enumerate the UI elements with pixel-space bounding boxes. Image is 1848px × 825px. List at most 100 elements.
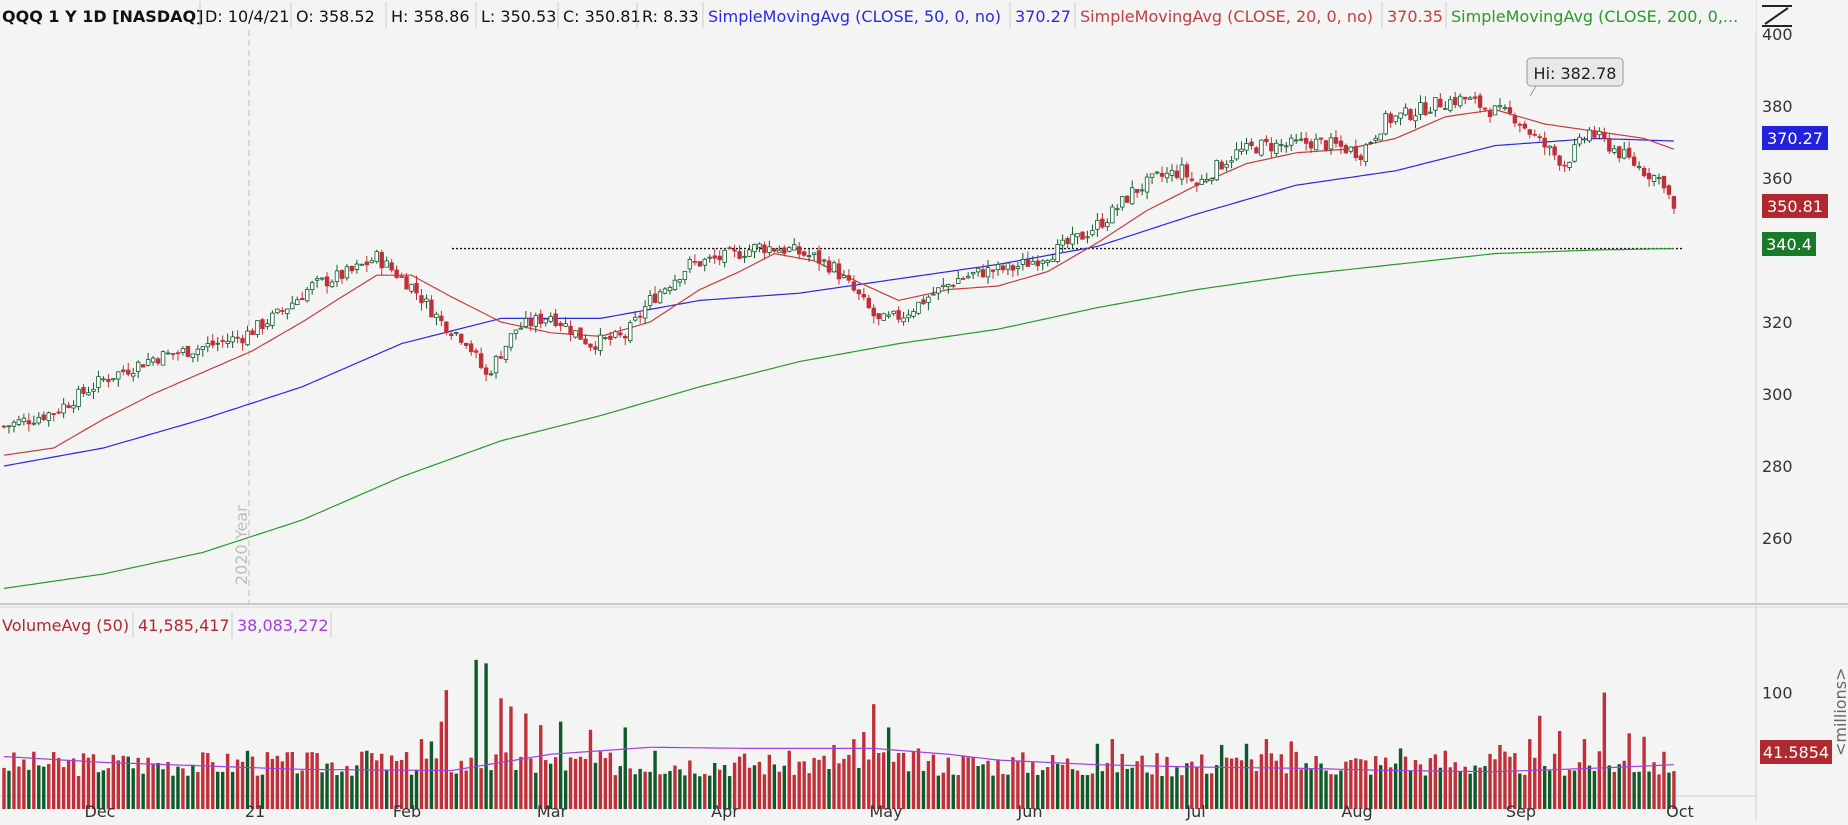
candle-body [111,378,116,381]
candle-body [1646,173,1652,180]
candle-body [727,247,732,250]
volume-bar [1587,765,1592,809]
price-tick-label: 300 [1762,385,1793,404]
candle-body [1472,96,1478,99]
volume-bar [717,769,722,809]
candle-body [608,335,613,340]
volume-bar [350,775,354,809]
volume-bar [563,770,568,809]
candle-body [1602,131,1607,139]
volume-bar [1667,772,1671,809]
volume-bar [161,769,165,809]
candle-body [170,353,176,355]
volume-bar [867,759,871,809]
volume-bar [1304,763,1308,809]
candle-body [275,308,280,314]
x-tick-label: Apr [711,802,739,821]
candle-body [1005,262,1011,270]
volume-bar [812,757,816,809]
volume-bar [360,751,364,809]
candle-body [205,343,210,348]
candle-body [677,279,683,283]
candle-body [454,331,459,334]
volume-bar [340,771,344,809]
volume-bar [1632,772,1636,809]
volume-bar [618,766,622,809]
candle-body [846,275,852,281]
volume-bar [1592,770,1597,809]
volume-avg-label[interactable]: VolumeAvg (50) [2,616,129,635]
drawing-tool-icon[interactable] [1762,5,1792,27]
volume-bar [593,762,598,809]
candle-body [603,337,608,339]
candle-body [96,376,101,388]
volume-bar [1115,772,1119,809]
candle-body [767,246,772,253]
candle-body [856,289,862,295]
candle-body [81,387,86,394]
volume-bar [116,760,121,809]
volume-bar [782,765,786,809]
symbol-title[interactable]: QQQ 1 Y 1D [NASDAQ] [2,7,203,26]
volume-bar [7,770,11,809]
price-layer [1,91,1684,589]
candle-body [1308,141,1314,149]
volume-bar [1552,753,1557,809]
volume-bar [464,770,468,809]
candle-body [339,270,345,279]
candle-body [1144,176,1150,193]
volume-bar [757,761,762,809]
candle-body [916,301,921,314]
volume-bar [603,757,608,809]
candle-body [135,361,141,372]
candle-body [712,255,717,259]
volume-bar [101,770,106,809]
candle-body [618,332,623,336]
candle-body [185,345,191,357]
candle-body [503,345,509,360]
candle-body [1383,113,1388,135]
volume-bar [1210,773,1214,809]
volume-bar [663,773,667,809]
volume-tick-label: 100 [1762,684,1793,703]
price-tick-label: 380 [1762,97,1793,116]
candle-body [265,323,270,327]
volume-bar [1627,733,1631,809]
volume-bar [1234,757,1239,809]
volume-bar [996,759,1000,809]
volume-bar [787,750,791,809]
candle-body [1378,133,1383,141]
volume-bar [971,757,975,809]
volume-bar [1259,754,1264,809]
volume-bar [698,776,702,809]
candle-body [354,263,360,270]
volume-bar [1224,757,1229,809]
volume-bar [111,754,116,809]
candle-body [1115,208,1120,211]
volume-bar [151,763,155,809]
candle-body [309,282,315,291]
candle-body [1164,172,1170,179]
x-tick-label: Jul [1185,802,1205,821]
candle-body [1617,146,1622,159]
sma20-label[interactable]: SimpleMovingAvg (CLOSE, 20, 0, no) [1080,7,1373,26]
volume-bar [1314,755,1318,809]
candle-body [364,261,370,266]
candle-body [1542,137,1547,148]
volume-bar [489,770,493,809]
candle-body [777,249,782,253]
candle-body [1666,185,1672,195]
volume-bar [1498,744,1502,809]
candle-body [662,288,668,294]
volume-bar [862,732,866,809]
sma50-label[interactable]: SimpleMovingAvg (CLOSE, 50, 0, no) [708,7,1001,26]
candle-body [145,359,151,366]
candle-body [379,252,384,269]
candle-body [1631,156,1637,166]
candle-body [1134,188,1140,193]
sma200-label[interactable]: SimpleMovingAvg (CLOSE, 200, 0,... [1451,7,1738,26]
volume-bar [285,752,289,809]
volume-bar [578,756,583,809]
volume-bar [772,764,777,809]
candle-body [1323,140,1329,151]
